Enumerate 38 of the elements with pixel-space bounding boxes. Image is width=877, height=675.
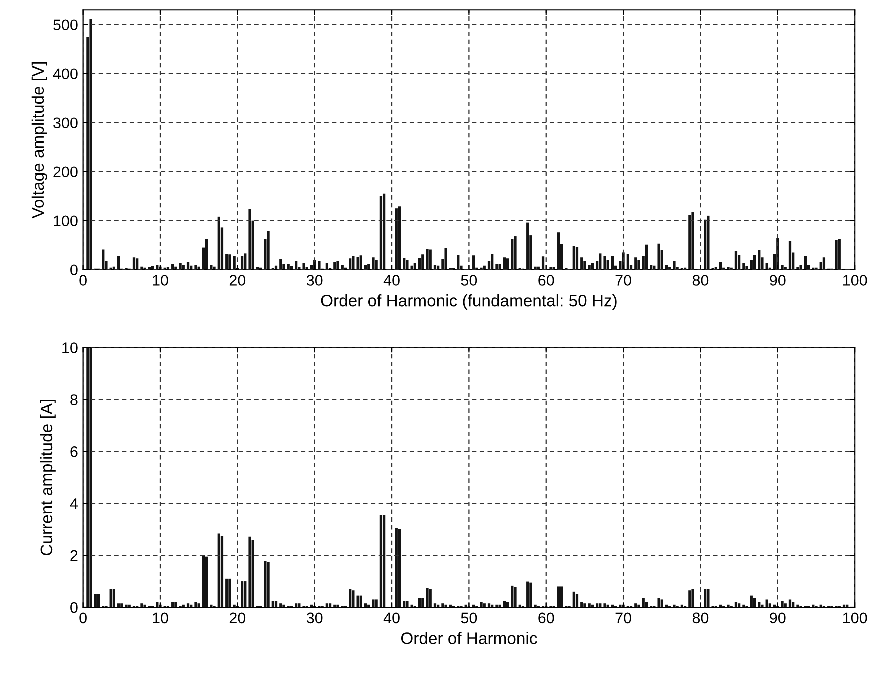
x-tick-label: 90 [770, 275, 786, 286]
x-tick-label: 70 [616, 275, 632, 286]
y-tick-label: 100 [54, 216, 78, 227]
y-tick-label: 300 [54, 118, 78, 129]
x-tick-label: 10 [153, 275, 168, 286]
y-tick-label: 200 [54, 166, 78, 178]
x-tick-label: 80 [692, 612, 709, 624]
y-tick-label: 8 [70, 394, 78, 406]
x-tick-label: 40 [384, 275, 400, 286]
x-tick-label: 60 [538, 275, 554, 286]
x-tick-label: 20 [230, 612, 246, 624]
x-tick-label: 30 [306, 612, 323, 624]
x-tick-label: 100 [843, 275, 868, 286]
x-tick-label: 30 [306, 275, 323, 286]
y-tick-label: 0 [70, 264, 78, 276]
y-tick-label: 4 [70, 498, 78, 510]
x-tick-label: 20 [230, 275, 246, 286]
x-tick-label: 90 [770, 612, 786, 624]
y-axis-title: Current amplitude [A] [40, 400, 56, 556]
y-tick-label: 400 [53, 68, 78, 80]
x-tick-label: 40 [384, 612, 400, 624]
x-tick-label: 50 [461, 275, 478, 286]
x-tick-label: 10 [153, 612, 168, 624]
x-tick-label: 100 [843, 612, 868, 624]
x-tick-label: 0 [80, 612, 87, 624]
x-tick-label: 80 [692, 275, 709, 286]
x-tick-label: 70 [616, 612, 632, 624]
y-tick-label: 0 [70, 602, 78, 614]
x-tick-label: 50 [461, 612, 478, 624]
x-tick-label: 60 [538, 612, 554, 624]
y-tick-label: 2 [70, 550, 78, 562]
x-axis-title: Order of Harmonic [401, 632, 538, 644]
x-tick-label: 0 [80, 275, 87, 286]
y-tick-label: 500 [54, 20, 78, 31]
x-axis-title: Order of Harmonic (fundamental: 50 Hz) [321, 294, 617, 310]
y-axis-title: Voltage amplitude [V] [32, 62, 48, 219]
y-tick-label: 6 [70, 446, 78, 458]
y-tick-label: 10 [62, 342, 78, 354]
